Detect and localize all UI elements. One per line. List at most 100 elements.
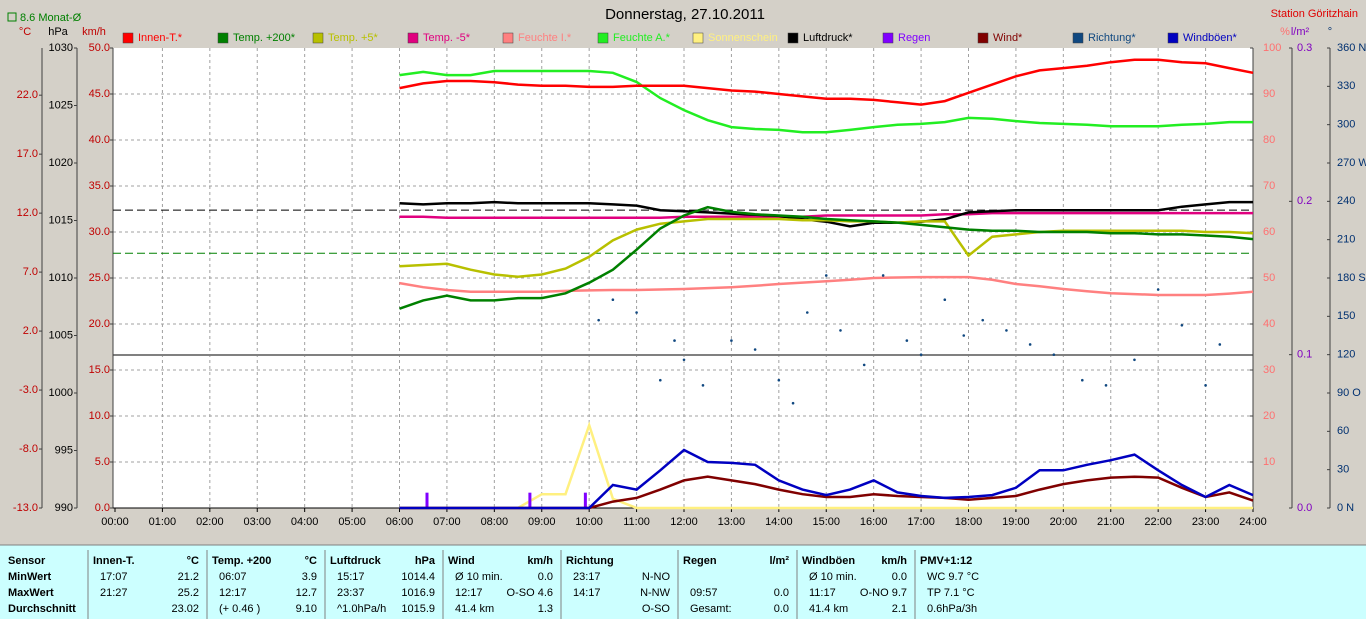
legend-swatch bbox=[217, 32, 229, 44]
y-tick-label: 60 bbox=[1263, 226, 1275, 238]
x-tick-label: 03:00 bbox=[243, 516, 271, 528]
table-unit: °C bbox=[187, 555, 199, 567]
table-cell: TP 7.1 °C bbox=[927, 587, 975, 599]
table-cell: 12:17 bbox=[219, 587, 247, 599]
table-cell: 15:17 bbox=[337, 571, 365, 583]
y-tick-label: 30 bbox=[1263, 364, 1275, 376]
direction-point bbox=[1005, 329, 1008, 332]
direction-point bbox=[962, 334, 966, 337]
y-tick-label: 100 bbox=[1263, 42, 1281, 54]
y-tick-label: 1025 bbox=[49, 99, 73, 111]
series-line bbox=[399, 58, 1254, 106]
table-value: 9.10 bbox=[296, 603, 317, 615]
table-cell: 41.4 km bbox=[455, 603, 494, 615]
axis-unit: ° bbox=[1328, 26, 1332, 38]
y-tick-label: 240 bbox=[1337, 195, 1355, 207]
legend-label: Luftdruck* bbox=[803, 32, 853, 44]
direction-point bbox=[597, 318, 600, 322]
x-tick-label: 18:00 bbox=[955, 516, 983, 528]
rain-bar bbox=[583, 492, 587, 508]
x-tick-label: 01:00 bbox=[149, 516, 177, 528]
axis-unit: hPa bbox=[48, 26, 68, 38]
y-tick-label: 5.0 bbox=[95, 456, 110, 468]
y-tick-label: 90 O bbox=[1337, 387, 1361, 399]
series-line bbox=[399, 69, 1253, 134]
direction-point bbox=[730, 339, 733, 342]
y-tick-label: 0.0 bbox=[95, 502, 110, 514]
rain-bar bbox=[528, 492, 532, 508]
table-value: 0.0 bbox=[892, 571, 907, 583]
y-tick-label: 1000 bbox=[49, 387, 73, 399]
direction-point bbox=[1180, 323, 1184, 327]
table-cell: (+ 0.46 ) bbox=[219, 603, 260, 615]
table-cell: 14:17 bbox=[573, 587, 601, 599]
direction-point bbox=[1028, 343, 1032, 346]
x-tick-label: 08:00 bbox=[481, 516, 509, 528]
table-value: 3.9 bbox=[302, 571, 317, 583]
y-tick-label: 30 bbox=[1337, 464, 1349, 476]
y-tick-label: 10.0 bbox=[89, 410, 110, 422]
y-tick-label: 40 bbox=[1263, 318, 1275, 330]
direction-point bbox=[791, 401, 795, 405]
legend-label: Temp. +5* bbox=[328, 32, 379, 44]
x-tick-label: 02:00 bbox=[196, 516, 224, 528]
y-tick-label: 0.2 bbox=[1297, 195, 1312, 207]
x-tick-label: 00:00 bbox=[101, 516, 129, 528]
legend-label: Innen-T.* bbox=[138, 32, 183, 44]
table-value: 21.2 bbox=[178, 571, 199, 583]
y-tick-label: 270 W bbox=[1337, 157, 1366, 169]
direction-point bbox=[1052, 353, 1056, 356]
y-tick-label: 22.0 bbox=[17, 89, 38, 101]
table-unit: l/m² bbox=[769, 555, 789, 567]
legend-label: Regen bbox=[898, 32, 930, 44]
y-tick-label: 50.0 bbox=[89, 42, 110, 54]
y-tick-label: 995 bbox=[55, 444, 73, 456]
y-tick-label: 210 bbox=[1337, 234, 1355, 246]
direction-point bbox=[682, 358, 686, 362]
y-tick-label: 180 S bbox=[1337, 272, 1366, 284]
x-tick-label: 24:00 bbox=[1239, 516, 1267, 528]
legend-label: Windböen* bbox=[1183, 32, 1238, 44]
table-value: 2.1 bbox=[892, 603, 907, 615]
y-tick-label: -8.0 bbox=[19, 443, 38, 455]
table-value: 23.02 bbox=[171, 603, 199, 615]
direction-point bbox=[1156, 288, 1160, 291]
y-tick-label: 60 bbox=[1337, 425, 1349, 437]
y-tick-label: 120 bbox=[1337, 349, 1355, 361]
table-unit: hPa bbox=[415, 555, 436, 567]
direction-point bbox=[1104, 384, 1108, 387]
direction-point bbox=[881, 274, 885, 277]
direction-point bbox=[753, 348, 757, 351]
legend-label: Feuchte I.* bbox=[518, 32, 572, 44]
direction-point bbox=[839, 329, 842, 332]
direction-point bbox=[919, 353, 923, 356]
y-tick-label: 50 bbox=[1263, 272, 1275, 284]
y-tick-label: 300 bbox=[1337, 119, 1355, 131]
y-tick-label: 0 N bbox=[1337, 502, 1354, 514]
table-value: N-NO bbox=[642, 571, 671, 583]
monthly-mean-label: 8.6 Monat-Ø bbox=[20, 12, 82, 24]
table-value: 25.2 bbox=[178, 587, 199, 599]
series-line bbox=[399, 200, 1253, 228]
direction-point bbox=[701, 384, 705, 387]
legend-swatch bbox=[977, 32, 989, 44]
y-tick-label: 0.0 bbox=[1297, 502, 1312, 514]
y-tick-label: 90 bbox=[1263, 88, 1275, 100]
table-cell: Gesamt: bbox=[690, 603, 732, 615]
legend-swatch bbox=[597, 32, 609, 44]
x-tick-label: 10:00 bbox=[575, 516, 603, 528]
direction-point bbox=[658, 378, 662, 382]
series-line bbox=[399, 421, 1253, 510]
x-tick-label: 17:00 bbox=[907, 516, 935, 528]
x-tick-label: 19:00 bbox=[1002, 516, 1030, 528]
y-tick-label: 35.0 bbox=[89, 180, 110, 192]
table-value: 1.3 bbox=[538, 603, 553, 615]
y-tick-label: 7.0 bbox=[23, 266, 38, 278]
direction-point bbox=[673, 339, 676, 342]
y-tick-label: 20 bbox=[1263, 410, 1275, 422]
table-cell: 41.4 km bbox=[809, 603, 848, 615]
table-cell: 23:37 bbox=[337, 587, 365, 599]
axis-unit: % bbox=[1280, 26, 1290, 38]
y-tick-label: 1010 bbox=[49, 272, 73, 284]
